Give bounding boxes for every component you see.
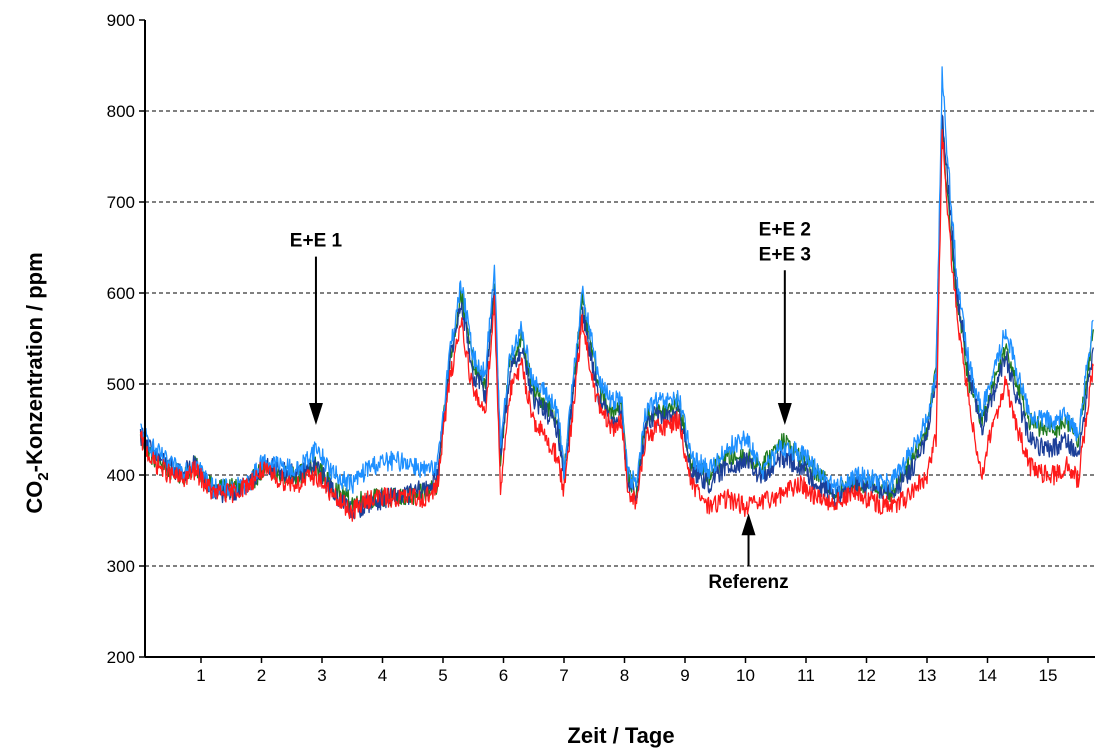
y-tick-label-200: 200 <box>107 648 135 667</box>
y-tick-label-600: 600 <box>107 284 135 303</box>
x-tick-label-2: 2 <box>257 666 266 685</box>
annotations: E+E 1 E+E 2 E+E 3 Referenz <box>290 219 811 593</box>
y-axis-title-pre: CO <box>22 481 47 514</box>
series-line-4 <box>139 129 1095 522</box>
y-axis-title-sub: 2 <box>35 472 52 480</box>
x-tick-label-11: 11 <box>797 666 815 685</box>
y-axis-title-post: -Konzentration / ppm <box>22 252 47 472</box>
y-tick-labels: 200 300 400 500 600 700 800 900 <box>107 11 135 667</box>
x-tick-label-5: 5 <box>438 666 447 685</box>
x-tick-label-12: 12 <box>857 666 876 685</box>
y-tick-label-700: 700 <box>107 193 135 212</box>
x-tick-label-3: 3 <box>317 666 326 685</box>
annotation-arrow-head-1 <box>308 402 323 425</box>
series-line-3 <box>140 66 1094 500</box>
annotation-2: E+E 2 E+E 3 <box>759 219 811 425</box>
annotation-label-2-2: E+E 3 <box>759 244 811 265</box>
annotation-3: Referenz <box>708 513 789 593</box>
x-tick-label-14: 14 <box>978 666 997 685</box>
x-axis-title: Zeit / Tage <box>567 723 674 748</box>
x-tick-label-4: 4 <box>378 666 387 685</box>
annotation-arrow-head-2 <box>777 402 792 425</box>
data-series <box>139 66 1095 522</box>
y-tick-label-300: 300 <box>107 557 135 576</box>
y-tick-label-500: 500 <box>107 375 135 394</box>
annotation-1: E+E 1 <box>290 231 343 425</box>
x-tick-label-7: 7 <box>559 666 568 685</box>
x-tick-label-13: 13 <box>918 666 937 685</box>
annotation-label-1-1: E+E 1 <box>290 231 343 252</box>
series-line-2 <box>139 114 1095 520</box>
x-tick-label-8: 8 <box>620 666 629 685</box>
grid-lines <box>145 110 1095 567</box>
y-tick-label-900: 900 <box>107 11 135 30</box>
y-axis-title: CO2-Konzentration / ppm <box>22 252 52 513</box>
x-tick-label-9: 9 <box>680 666 689 685</box>
x-tick-label-10: 10 <box>736 666 755 685</box>
x-tick-label-6: 6 <box>499 666 508 685</box>
annotation-label-2-1: E+E 2 <box>759 219 811 240</box>
annotation-label-3-1: Referenz <box>708 572 788 593</box>
x-tick-labels: 1 2 3 4 5 6 7 8 9 10 11 12 13 14 15 <box>196 666 1057 685</box>
y-tick-label-400: 400 <box>107 466 135 485</box>
axes <box>139 19 1095 663</box>
x-tick-label-15: 15 <box>1039 666 1058 685</box>
annotation-arrow-head-3 <box>741 513 756 536</box>
series-line-1 <box>139 124 1095 511</box>
y-tick-label-800: 800 <box>107 102 135 121</box>
x-tick-label-1: 1 <box>196 666 205 685</box>
